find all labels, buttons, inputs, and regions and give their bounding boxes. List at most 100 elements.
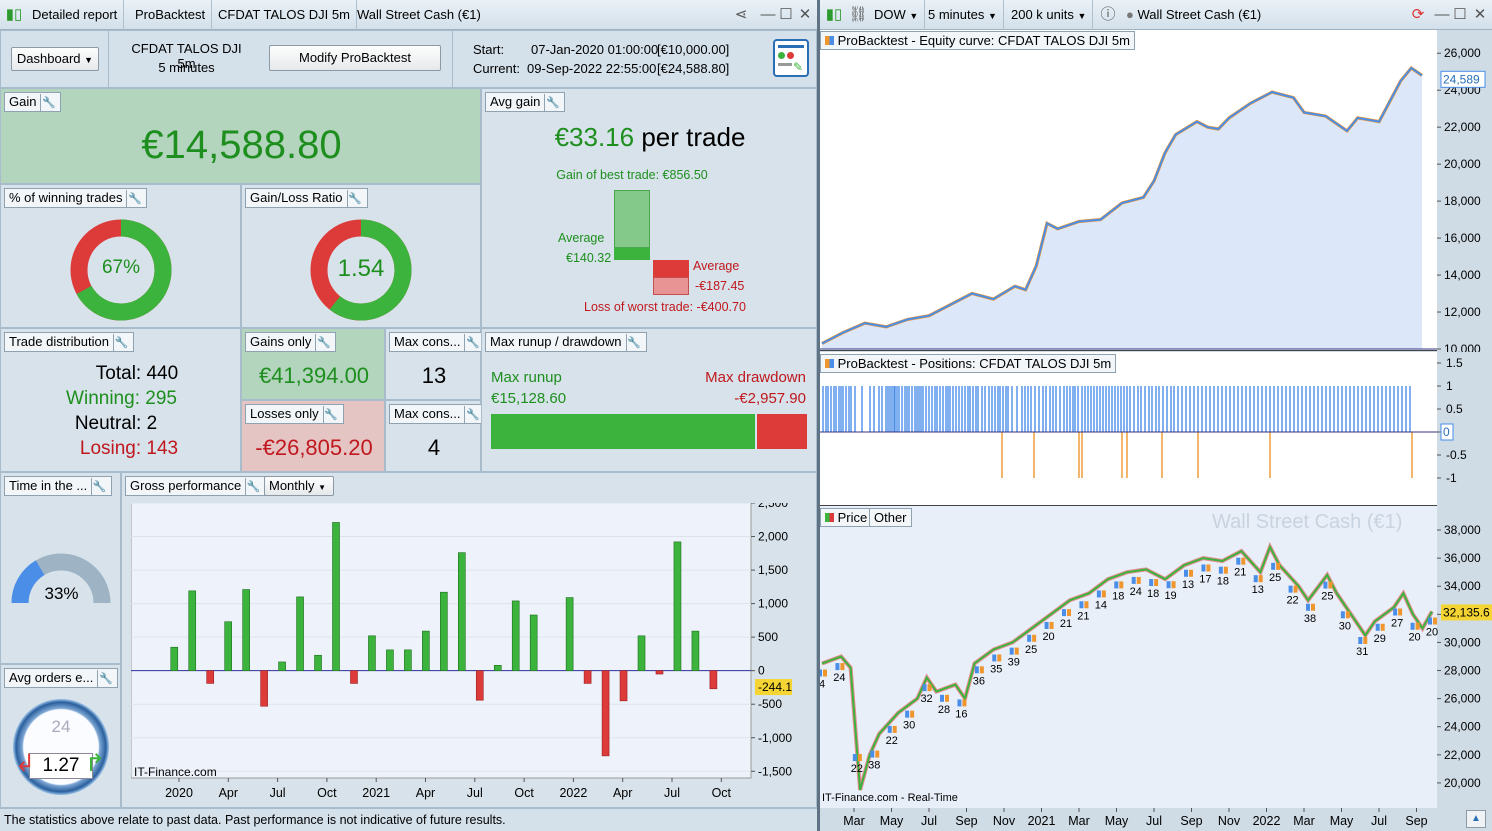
tab-probacktest[interactable]: ProBacktest <box>129 0 213 30</box>
modify-probacktest-button[interactable]: Modify ProBacktest <box>269 45 441 71</box>
wrench-icon[interactable]: 🔧 <box>126 190 142 208</box>
gross-bar <box>386 649 394 671</box>
timeframe-selector[interactable]: 5 minutes ▼ <box>922 0 1004 30</box>
maximize-icon[interactable]: ☐ <box>1453 6 1467 23</box>
close-icon[interactable]: ✕ <box>798 6 812 23</box>
minimize-icon[interactable]: — <box>760 6 776 23</box>
price-buy-arrow <box>1358 636 1363 644</box>
price-trade-label: 27 <box>1391 618 1403 630</box>
gain-title: Gain 🔧 <box>4 92 62 112</box>
wrench-icon[interactable]: 🔧 <box>97 670 113 688</box>
price-sell-arrow <box>1049 621 1054 629</box>
units-selector[interactable]: 200 k units ▼ <box>1005 0 1094 30</box>
price-sell-arrow <box>1067 609 1071 617</box>
price-trade-label: 24 <box>833 672 845 684</box>
scroll-up-icon[interactable]: ▲ <box>1466 810 1486 828</box>
price-x-tick-label: 2022 <box>1253 814 1281 828</box>
gross-x-tick-label: Apr <box>416 786 435 800</box>
refresh-icon[interactable]: ⟳ <box>1411 6 1425 23</box>
price-x-tick-label: May <box>880 814 904 828</box>
price-trade-label: 20 <box>1426 627 1438 639</box>
runup-label: Max runup <box>491 369 562 386</box>
link-icon[interactable]: ⛓ <box>848 6 868 23</box>
gross-y-tick-label: -500 <box>758 697 782 711</box>
header-divider-1 <box>108 31 109 87</box>
wrench-icon[interactable]: 🔧 <box>625 334 642 352</box>
wrench-icon[interactable]: 🔧 <box>322 406 339 424</box>
wrench-icon[interactable]: 🔧 <box>91 478 107 496</box>
price-y-tick-label: 24,000 <box>1444 720 1481 734</box>
gross-y-tick-label: -1,000 <box>758 731 792 745</box>
price-y-tick-label: 22,000 <box>1444 748 1481 762</box>
winning-pct-donut <box>70 219 172 321</box>
max-cons-win-panel: Max cons... 🔧 13 <box>385 328 486 400</box>
gross-y-tick-label: 500 <box>758 630 778 644</box>
tab-system[interactable]: CFDAT TALOS DJI 5m <box>212 0 357 30</box>
chart-title: ● Wall Street Cash (€1) <box>1126 7 1262 22</box>
maximize-icon[interactable]: ☐ <box>779 6 793 23</box>
wrench-icon[interactable]: 🔧 <box>544 94 560 112</box>
wrench-icon[interactable]: 🔧 <box>40 94 56 112</box>
gross-bar <box>206 670 215 684</box>
report-settings-icon[interactable]: ✎ <box>773 39 809 77</box>
wrench-icon[interactable]: 🔧 <box>464 406 480 424</box>
dropdown-arrow-icon: ▼ <box>84 55 94 65</box>
price-buy-arrow <box>1062 609 1066 617</box>
wrench-icon[interactable]: 🔧 <box>112 334 129 352</box>
minimize-icon[interactable]: — <box>1434 6 1450 23</box>
max-cons-win-title: Max cons... 🔧 <box>389 332 486 352</box>
price-x-tick-label: May <box>1105 814 1129 828</box>
equity-area <box>822 68 1422 349</box>
start-label: Start: <box>473 42 505 57</box>
gross-bar <box>493 665 502 671</box>
positions-y-tick-label: 1 <box>1446 379 1453 393</box>
gross-y-tick-label: -1,500 <box>758 764 792 778</box>
price-buy-arrow <box>1253 575 1258 583</box>
close-icon[interactable]: ✕ <box>1473 6 1487 23</box>
price-sell-arrow <box>857 754 862 762</box>
instrument-selector[interactable]: DOW ▼ <box>868 0 926 30</box>
wrench-icon[interactable]: 🔧 <box>315 334 331 352</box>
price-buy-arrow <box>922 684 927 692</box>
period-dropdown[interactable]: Monthly ▼ <box>264 476 334 496</box>
gross-y-tick-label: 0 <box>758 664 765 678</box>
runup-title: Max runup / drawdown 🔧 <box>485 332 647 352</box>
price-buy-arrow <box>1131 576 1136 584</box>
losses-only-panel: Losses only 🔧 -€26,805.20 <box>241 400 385 472</box>
window-splitter[interactable] <box>817 0 820 831</box>
price-trade-label: 30 <box>1339 620 1351 632</box>
price-other-tab[interactable]: Other <box>869 508 912 527</box>
price-current-value-box <box>1441 604 1492 621</box>
equity-y-tick-label: 18,000 <box>1444 194 1481 208</box>
price-buy-arrow <box>820 669 822 677</box>
price-y-tick-label: 26,000 <box>1444 692 1481 706</box>
wrench-icon[interactable]: 🔧 <box>464 334 480 352</box>
price-sell-arrow <box>910 710 915 718</box>
dashboard-dropdown[interactable]: Dashboard ▼ <box>11 47 99 71</box>
price-x-tick-label: Nov <box>993 814 1016 828</box>
positions-y-tick-label: 1.5 <box>1446 356 1463 370</box>
info-icon[interactable]: ⓘ <box>1100 6 1116 23</box>
price-x-tick-label: Sep <box>1405 814 1427 828</box>
wrench-icon[interactable]: 🔧 <box>346 190 363 208</box>
price-trade-label: 30 <box>903 720 915 732</box>
price-buy-arrow <box>1149 579 1154 587</box>
wrench-icon[interactable]: 🔧 <box>245 478 261 496</box>
share-icon[interactable]: ⋖ <box>734 6 748 23</box>
gl-ratio-title: Gain/Loss Ratio 🔧 <box>245 188 368 208</box>
gain-panel: Gain 🔧 €14,588.80 <box>0 88 481 184</box>
tab-instrument[interactable]: Wall Street Cash (€1) <box>357 7 481 22</box>
gross-x-tick-label: Oct <box>317 786 337 800</box>
price-x-tick-label: Mar <box>843 814 865 828</box>
price-x-tick-label: May <box>1330 814 1354 828</box>
tab-detailed-report[interactable]: Detailed report <box>26 0 125 30</box>
period-label: Monthly <box>269 478 315 493</box>
equity-y-tick-label: 20,000 <box>1444 157 1481 171</box>
price-y-tick-label: 30,000 <box>1444 635 1481 649</box>
price-trade-label: 28 <box>938 704 950 716</box>
gross-title: Gross performance 🔧 <box>125 476 267 496</box>
price-y-tick-label: 28,000 <box>1444 664 1481 678</box>
system-timeframe: 5 minutes <box>158 60 215 75</box>
price-sell-arrow <box>1398 608 1403 616</box>
winning-pct-title: % of winning trades 🔧 <box>4 188 148 208</box>
